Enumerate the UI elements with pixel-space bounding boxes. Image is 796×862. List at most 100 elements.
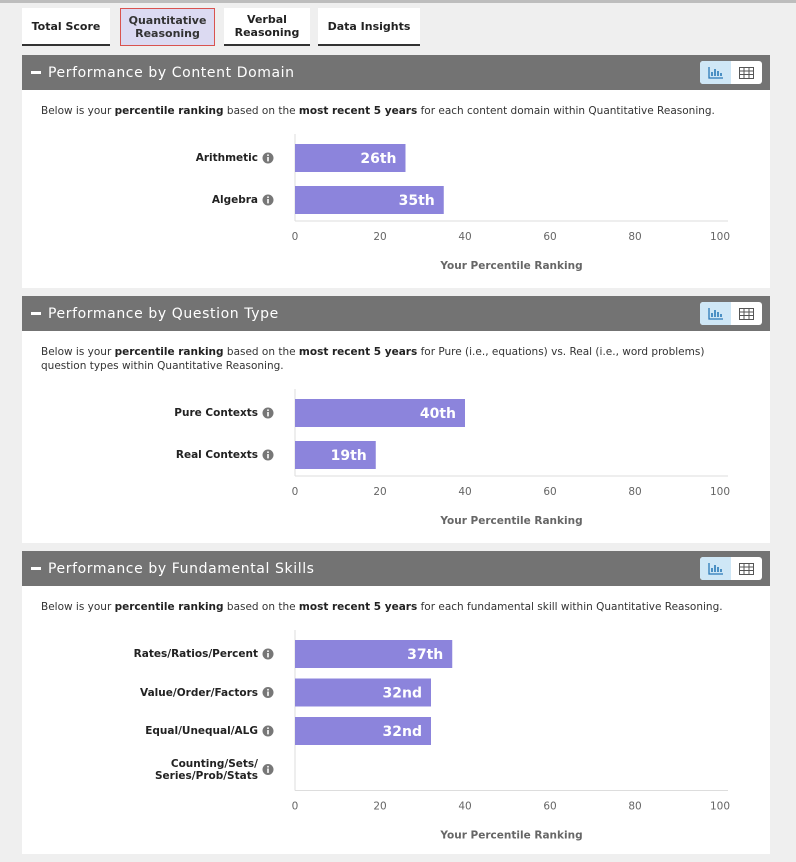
x-tick-label: 40: [458, 486, 471, 498]
section-title: Performance by Question Type: [48, 305, 279, 322]
x-tick-label: 40: [458, 801, 471, 813]
x-tick-label: 80: [628, 486, 641, 498]
x-tick-label: 60: [543, 486, 556, 498]
info-stem: [267, 454, 269, 459]
description-text: Below is your: [41, 346, 115, 358]
value-label: 32nd: [383, 724, 422, 740]
info-stem: [267, 157, 269, 162]
x-tick-label: 100: [710, 801, 730, 813]
chart-icon: [707, 563, 723, 575]
x-tick-label: 80: [628, 801, 641, 813]
bar: [295, 717, 431, 745]
info-icon[interactable]: [262, 648, 274, 660]
info-icon[interactable]: [262, 194, 274, 206]
bar: [295, 640, 453, 668]
tab[interactable]: Verbal Reasoning: [224, 8, 310, 46]
description-text: Below is your: [41, 601, 115, 613]
info-dot: [267, 688, 269, 691]
category-label: Equal/Unequal/ALG: [145, 725, 258, 737]
chart-view-button[interactable]: [700, 61, 731, 84]
value-label: 40th: [420, 406, 456, 422]
description: Below is your percentile ranking based o…: [22, 90, 770, 118]
chart: 0 20 40 60 80 100 Your Percentile Ranking 40th 1…: [22, 373, 770, 543]
bar: [295, 441, 376, 469]
info-icon[interactable]: [262, 152, 274, 164]
description: Below is your percentile ranking based o…: [22, 586, 770, 614]
x-tick-label: 60: [543, 231, 556, 243]
description-text: based on the: [223, 346, 299, 358]
info-dot: [267, 196, 269, 198]
info-icon[interactable]: [262, 407, 274, 419]
x-tick-label: 60: [543, 801, 556, 813]
table-icon: [739, 307, 754, 320]
x-tick-label: 20: [373, 486, 386, 498]
info-stem: [267, 653, 269, 658]
table-view-button[interactable]: [731, 61, 762, 84]
category-label: Pure Contexts: [174, 407, 258, 419]
bar-chart: 0 20 40 60 80 100 Your Percentile Ranking 37th 3…: [262, 630, 730, 842]
description-text: based on the: [223, 601, 299, 613]
chart-view-button[interactable]: [700, 302, 731, 325]
description-text: most recent 5 years: [298, 105, 418, 117]
info-dot: [267, 650, 269, 652]
collapse-icon[interactable]: [31, 71, 41, 74]
info-stem: [267, 199, 269, 204]
category-label: Value/Order/Factors: [140, 686, 258, 699]
x-tick-label: 20: [373, 801, 386, 813]
info-stem: [267, 412, 269, 417]
info-stem: [267, 691, 269, 696]
x-tick-label: 100: [710, 486, 730, 498]
section-header[interactable]: Performance by Fundamental Skills: [22, 551, 770, 586]
info-icon[interactable]: [262, 687, 274, 698]
description-text: for Pure (i.e., equations) vs. Real (i.e…: [41, 346, 705, 372]
description-text: based on the: [223, 105, 299, 117]
x-tick-label: 0: [292, 231, 299, 243]
info-dot: [267, 765, 269, 768]
category-label: Counting/Sets/ Series/Prob/Stats: [154, 757, 258, 782]
info-icon[interactable]: [262, 764, 274, 775]
section-title: Performance by Content Domain: [48, 64, 295, 81]
section-header[interactable]: Performance by Question Type: [22, 296, 770, 331]
tab[interactable]: Quantitative Reasoning: [120, 8, 215, 46]
chart: 0 20 40 60 80 100 Your Percentile Ranking 37th 3…: [22, 614, 770, 854]
view-toggle: [700, 61, 762, 84]
section-header[interactable]: Performance by Content Domain: [22, 55, 770, 90]
table-view-button[interactable]: [731, 302, 762, 325]
axis-title: Your Percentile Ranking: [439, 260, 582, 272]
value-label: 35th: [399, 193, 435, 209]
bar: [295, 678, 431, 707]
x-tick-label: 100: [710, 231, 730, 243]
x-tick-label: 20: [373, 231, 386, 243]
description-text: for each fundamental skill within Quanti…: [417, 601, 723, 613]
info-icon[interactable]: [262, 449, 274, 461]
tab[interactable]: Total Score: [22, 8, 110, 46]
info-dot: [267, 727, 269, 729]
bar-chart: 0 20 40 60 80 100 Your Percentile Ranking 40th 1…: [262, 389, 730, 527]
info-dot: [267, 451, 269, 453]
collapse-icon[interactable]: [31, 312, 41, 315]
category-label: Rates/Ratios/Percent: [133, 648, 258, 660]
view-toggle: [700, 557, 762, 580]
value-label: 26th: [360, 151, 396, 167]
table-icon: [739, 562, 754, 575]
value-label: 37th: [407, 647, 443, 663]
collapse-icon[interactable]: [31, 567, 41, 570]
value-label: 32nd: [383, 686, 422, 702]
description-text: most recent 5 years: [298, 601, 418, 613]
info-icon[interactable]: [262, 725, 274, 737]
chart-view-button[interactable]: [700, 557, 731, 580]
description-text: percentile ranking: [114, 601, 224, 613]
info-dot: [267, 154, 269, 156]
chart-icon: [707, 308, 723, 320]
tab[interactable]: Data Insights: [318, 8, 420, 46]
axis-title: Your Percentile Ranking: [439, 515, 582, 527]
axis-title: Your Percentile Ranking: [439, 830, 582, 842]
chart-icon: [707, 67, 723, 79]
description-text: Below is your: [41, 105, 115, 117]
bar: [295, 186, 444, 214]
description-text: for each content domain within Quantitat…: [417, 105, 715, 117]
bar: [295, 144, 406, 172]
table-view-button[interactable]: [731, 557, 762, 580]
bar-chart: 0 20 40 60 80 100 Your Percentile Ranking 26th 3…: [262, 134, 730, 272]
